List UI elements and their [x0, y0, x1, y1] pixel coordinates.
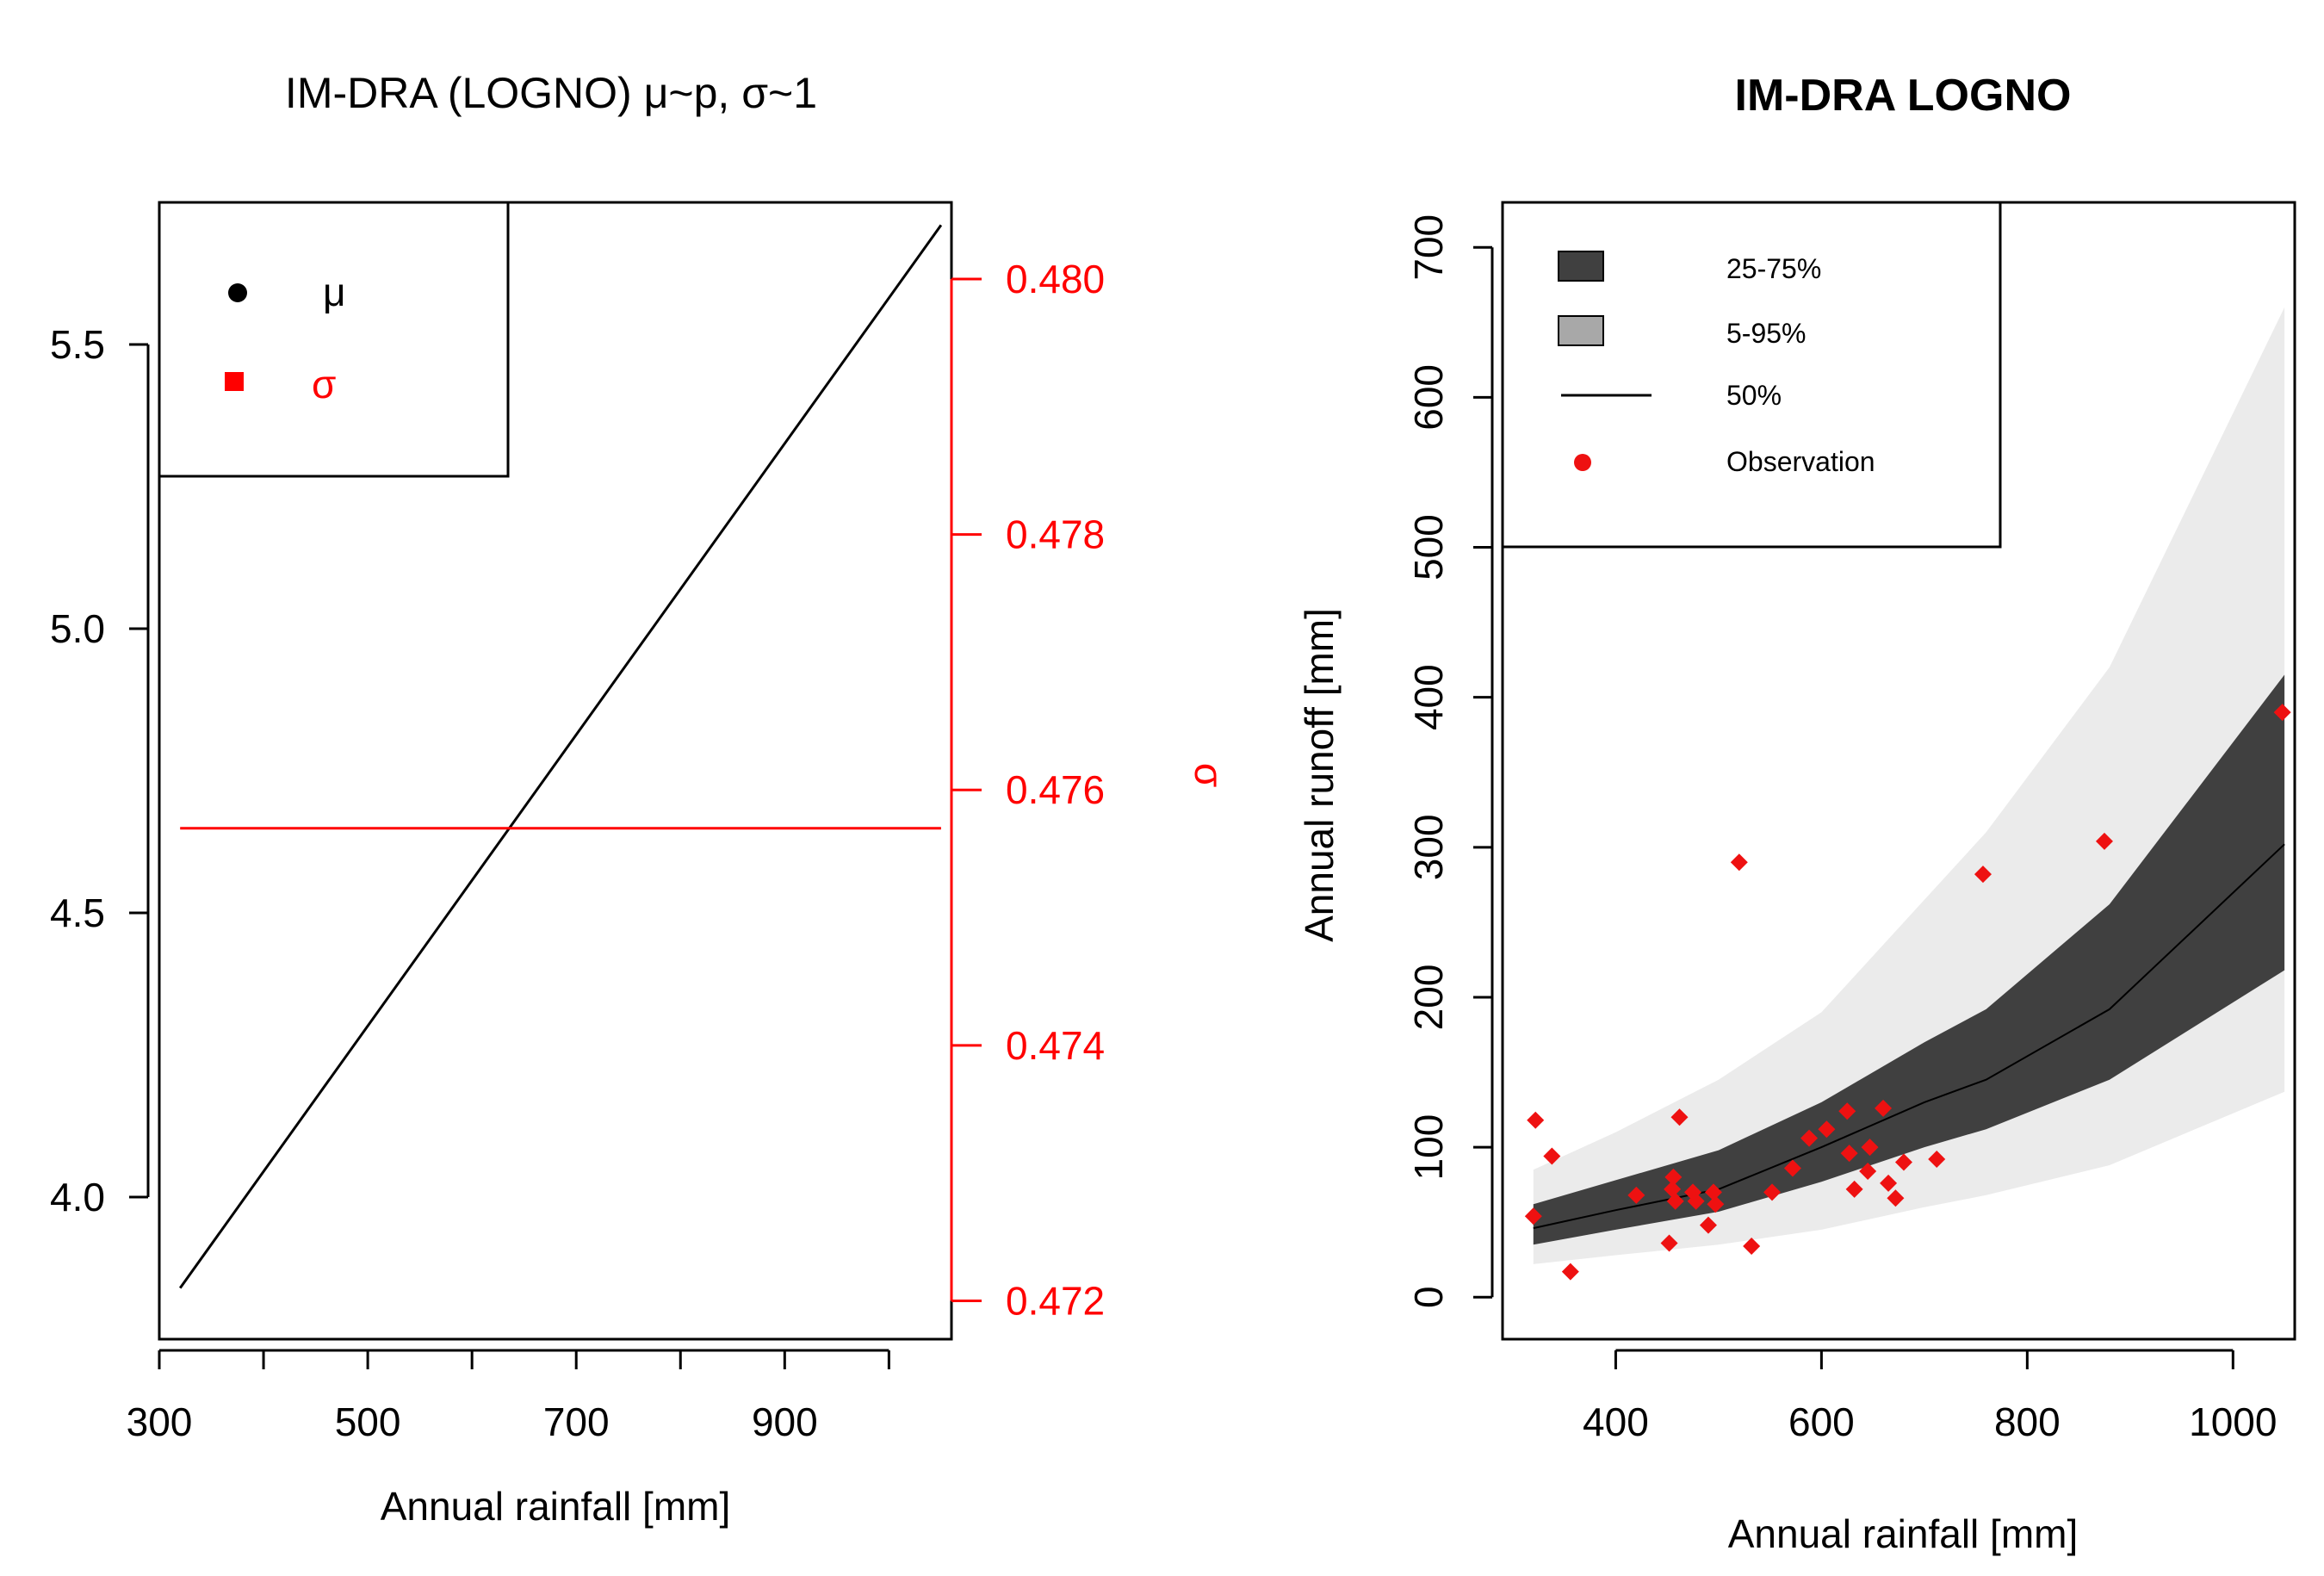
right-y-axis-label: Annual runoff [mm]	[1297, 608, 1342, 942]
observation-point	[1664, 1168, 1683, 1186]
observation-point	[1670, 1108, 1689, 1126]
observation-point	[2273, 704, 2291, 722]
right-bands	[1533, 307, 2285, 1264]
legend-band-25-75-swatch	[1558, 251, 1604, 282]
legend-observation-label: Observation	[1726, 446, 1875, 477]
legend-median-label: 50%	[1726, 380, 1782, 411]
observation-point	[1861, 1139, 1879, 1157]
observation-point	[1928, 1151, 1946, 1169]
legend-mu-label: μ	[323, 270, 346, 314]
observation-point	[1840, 1145, 1858, 1163]
legend-mu-marker	[228, 283, 247, 302]
observation-point	[1845, 1180, 1863, 1198]
observation-point	[1743, 1238, 1761, 1256]
left-x-tick-label: 500	[335, 1399, 401, 1444]
legend-band-5-95-swatch	[1558, 315, 1604, 346]
right-x-tick-label: 1000	[2189, 1399, 2277, 1444]
observation-point	[1880, 1174, 1898, 1192]
right-y-tick-label: 100	[1406, 1114, 1451, 1181]
left-y2-axis-label: σ	[1187, 763, 1231, 787]
observation-point	[1543, 1147, 1561, 1165]
right-y-tick-label: 0	[1406, 1286, 1451, 1308]
observation-point	[1730, 853, 1748, 872]
left-y2-tick-label: 0.480	[1006, 257, 1105, 301]
observation-point	[1763, 1183, 1782, 1201]
right-y-tick-label: 600	[1406, 364, 1451, 431]
observation-point	[1894, 1153, 1912, 1171]
left-series-line-0	[178, 224, 943, 1289]
legend-band-5-95-label: 5-95%	[1726, 318, 1807, 349]
median-line	[1533, 843, 2285, 1230]
observation-point	[1859, 1162, 1877, 1180]
right-x-tick-label: 400	[1583, 1399, 1649, 1444]
right-y-tick-label: 700	[1406, 214, 1451, 281]
left-y2-tick-label: 0.472	[1006, 1279, 1105, 1324]
legend-sigma-label: σ	[312, 362, 336, 406]
observation-point	[1783, 1159, 1801, 1177]
right-y-tick-label: 300	[1406, 814, 1451, 880]
left-x-tick-label: 900	[752, 1399, 818, 1444]
right-x-tick-label: 600	[1788, 1399, 1855, 1444]
observation-point	[2095, 832, 2113, 850]
observation-point	[1887, 1189, 1905, 1207]
observation-point	[1660, 1234, 1678, 1252]
observation-point	[1527, 1111, 1545, 1129]
observation-point	[1627, 1186, 1645, 1204]
left-y-tick-label: 5.0	[50, 606, 105, 651]
legend-band-25-75-label: 25-75%	[1726, 253, 1821, 284]
observation-point	[1699, 1216, 1717, 1234]
band-25-75	[1533, 674, 2285, 1245]
left-y-tick-label: 4.0	[50, 1175, 105, 1219]
right-y-tick-label: 400	[1406, 664, 1451, 730]
left-y2-tick-label: 0.476	[1006, 767, 1105, 812]
observation-point	[1838, 1102, 1856, 1120]
left-chart: IM-DRA (LOGNO) μ~p, σ~1 μ σ 300 500 700 900…	[50, 69, 1231, 1529]
observation-point	[1666, 1192, 1684, 1210]
left-y-tick-label: 4.5	[50, 890, 105, 935]
right-y-tick-label: 500	[1406, 514, 1451, 580]
right-x-tick-label: 800	[1994, 1399, 2061, 1444]
legend-sigma-marker	[225, 372, 244, 391]
observation-point	[1664, 1180, 1682, 1198]
legend-observation-marker	[1574, 454, 1591, 471]
left-x-axis-label: Annual rainfall [mm]	[381, 1484, 731, 1529]
observation-point	[1875, 1099, 1893, 1117]
observation-point	[1707, 1195, 1725, 1213]
observation-point	[1974, 866, 1992, 884]
observation-point	[1687, 1192, 1705, 1210]
left-chart-title: IM-DRA (LOGNO) μ~p, σ~1	[285, 69, 817, 117]
left-series	[178, 224, 943, 1289]
observation-point	[1524, 1207, 1542, 1225]
right-chart-title: IM-DRA LOGNO	[1735, 71, 2072, 121]
left-y2-tick-label: 0.478	[1006, 512, 1105, 557]
left-y-axis: 4.0 4.5 5.0 5.5	[50, 322, 150, 1219]
right-x-axis-label: Annual rainfall [mm]	[1728, 1511, 2079, 1556]
left-y2-axis: 0.472 0.474 0.476 0.478 0.480	[950, 257, 1105, 1324]
observation-point	[1818, 1120, 1836, 1139]
left-x-tick-label: 300	[127, 1399, 193, 1444]
left-y2-tick-label: 0.474	[1006, 1023, 1105, 1068]
observation-point	[1561, 1263, 1579, 1281]
left-y-tick-label: 5.5	[50, 322, 105, 367]
right-observations	[1524, 704, 2291, 1281]
left-x-tick-label: 700	[543, 1399, 610, 1444]
observation-point	[1800, 1129, 1819, 1147]
left-x-axis: 300 500 700 900	[127, 1349, 890, 1444]
right-chart: IM-DRA LOGNO 25-75% 5-95% 50% Observatio…	[1297, 71, 2296, 1556]
right-x-axis: 400 600 800 1000	[1583, 1349, 2277, 1444]
observation-point	[1704, 1183, 1722, 1201]
right-y-axis: 0 100 200 300 400 500 600 700	[1406, 214, 1494, 1308]
right-y-tick-label: 200	[1406, 965, 1451, 1031]
left-legend-box	[158, 201, 510, 478]
